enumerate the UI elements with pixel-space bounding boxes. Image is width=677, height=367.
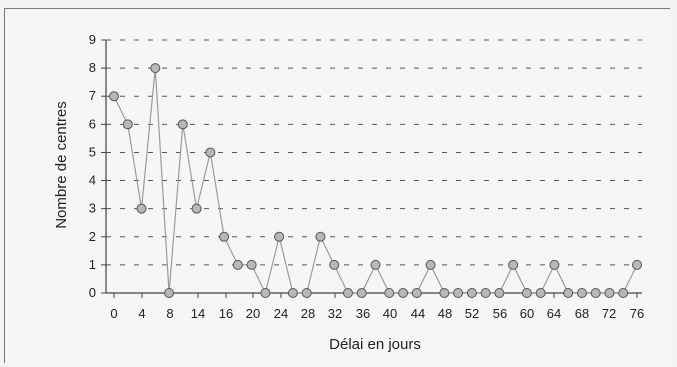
x-tick-label: 32: [328, 306, 342, 321]
x-tick-labels: 0 4 8 14 16 20 24 28 32 36 40 44 48 52 56 60 64 68 72 76: [110, 306, 644, 321]
y-tick-label: 3: [89, 201, 96, 216]
x-tick-label: 56: [493, 306, 507, 321]
data-point: [287, 288, 298, 298]
data-point: [164, 288, 175, 298]
data-point: [109, 91, 119, 102]
data-point: [370, 259, 381, 270]
data-point: [260, 288, 271, 298]
x-tick-label: 0: [110, 306, 117, 321]
data-point: [342, 288, 353, 298]
x-tick-label: 20: [246, 306, 260, 321]
x-tick-label: 44: [411, 306, 425, 321]
data-point: [384, 288, 395, 298]
y-axis-label: Nombre de centres: [53, 101, 70, 229]
data-point: [398, 288, 409, 298]
data-point: [508, 259, 519, 270]
data-point: [604, 288, 615, 298]
data-point: [315, 231, 326, 242]
x-tick-label: 16: [219, 306, 233, 321]
data-point: [301, 288, 312, 298]
x-tick-label: 4: [138, 306, 145, 321]
y-tick-label: 6: [89, 116, 96, 131]
y-tick-label: 2: [89, 229, 96, 244]
y-tick-label: 9: [89, 32, 96, 47]
chart-frame: [4, 8, 670, 363]
x-tick-label: 72: [602, 306, 616, 321]
data-point: [246, 259, 257, 270]
y-tick-label: 1: [89, 257, 96, 272]
data-point: [549, 259, 560, 270]
data-point: [576, 288, 587, 298]
data-point: [535, 288, 546, 298]
data-point: [563, 288, 574, 298]
x-tick-label: 52: [465, 306, 479, 321]
x-tick-label: 64: [547, 306, 561, 321]
y-tick-label: 7: [89, 88, 96, 103]
axes: [101, 39, 642, 298]
data-point: [205, 147, 216, 158]
x-tick-label: 24: [274, 306, 288, 321]
data-point: [219, 231, 230, 242]
data-point: [356, 288, 367, 298]
data-point: [521, 288, 532, 298]
data-point: [466, 288, 477, 298]
x-tick-label: 36: [356, 306, 370, 321]
data-point: [191, 203, 202, 214]
data-point: [618, 288, 629, 298]
x-tick-label: 76: [630, 306, 644, 321]
data-point: [136, 203, 147, 214]
data-point: [590, 288, 601, 298]
data-point: [453, 288, 464, 298]
data-point: [329, 259, 340, 270]
x-axis-label: Délai en jours: [329, 336, 421, 353]
data-point: [425, 259, 436, 270]
y-tick-label: 5: [89, 144, 96, 159]
data-point: [177, 119, 188, 130]
series: [109, 63, 642, 298]
x-tick-label: 14: [191, 306, 205, 321]
y-tick-label: 8: [89, 60, 96, 75]
x-tick-label: 8: [166, 306, 173, 321]
data-point: [274, 231, 285, 242]
x-tick-label: 40: [383, 306, 397, 321]
y-tick-label: 0: [89, 285, 96, 300]
data-point: [411, 288, 422, 298]
data-point: [480, 288, 491, 298]
data-point: [439, 288, 450, 298]
data-point: [150, 63, 161, 74]
y-tick-label: 4: [89, 173, 96, 188]
data-point: [494, 288, 505, 298]
data-point: [232, 259, 243, 270]
data-point: [632, 259, 642, 270]
x-tick-label: 28: [301, 306, 315, 321]
y-tick-labels: 0 1 2 3 4 5 6 7 8 9: [89, 32, 96, 300]
data-point: [122, 119, 133, 130]
x-tick-label: 68: [575, 306, 589, 321]
x-tick-label: 60: [520, 306, 534, 321]
grid: [106, 39, 642, 266]
x-tick-label: 48: [438, 306, 452, 321]
